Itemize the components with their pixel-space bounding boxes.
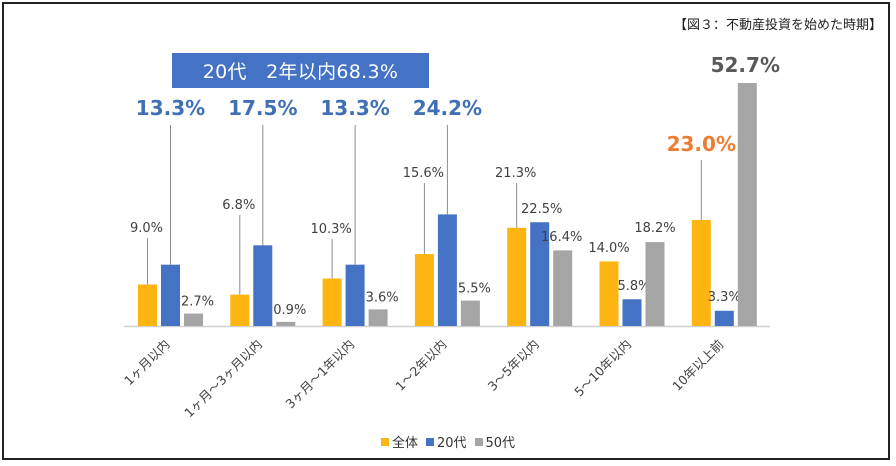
legend-item: 50代 <box>474 432 516 451</box>
bar-20s <box>345 264 365 326</box>
legend-swatch <box>425 437 434 446</box>
bar-all <box>230 294 250 326</box>
bar-20s <box>622 299 642 326</box>
bar-50s <box>368 309 388 326</box>
data-label: 5.5% <box>458 282 491 297</box>
bar-20s <box>161 264 180 326</box>
bar-50s <box>276 321 296 326</box>
legend-item: 20代 <box>425 432 467 451</box>
legend-swatch <box>474 437 483 446</box>
data-label: 24.2% <box>413 96 482 120</box>
category-label: 3〜5年以内 <box>485 337 542 394</box>
data-label: 0.9% <box>273 303 306 318</box>
legend-label: 50代 <box>485 436 516 451</box>
data-label: 15.6% <box>403 166 444 181</box>
category-label: 5〜10年以内 <box>571 337 634 400</box>
data-label: 52.7% <box>711 53 780 77</box>
legend-label: 20代 <box>436 436 467 451</box>
data-label: 3.3% <box>708 290 741 305</box>
bar-50s <box>645 242 665 326</box>
bar-all <box>599 261 619 326</box>
data-label: 10.3% <box>310 222 351 237</box>
data-label: 14.0% <box>588 241 629 256</box>
bar-20s <box>530 222 550 326</box>
data-label: 21.3% <box>495 166 536 181</box>
legend-item: 全体 <box>380 432 418 451</box>
bar-all <box>507 227 527 326</box>
bar-20s <box>437 214 457 326</box>
category-label: 1ヶ月〜3ヶ月以内 <box>181 337 265 421</box>
figure-caption: 【図３：不動産投資を始めた時期】 <box>673 18 882 33</box>
data-label: 2.7% <box>181 295 214 310</box>
highlight-banner: 20代 2年以内68.3% <box>172 53 429 88</box>
data-label: 22.5% <box>521 202 562 217</box>
data-label: 17.5% <box>228 96 297 120</box>
category-label: 1〜2年以内 <box>392 337 449 394</box>
data-label: 23.0% <box>667 132 736 156</box>
data-label: 5.8% <box>617 279 650 294</box>
legend: 全体 20代 50代 <box>0 432 896 451</box>
data-label: 3.6% <box>366 290 399 305</box>
bar-20s <box>253 245 273 326</box>
bar-50s <box>553 250 573 326</box>
category-label: 10年以上前 <box>669 337 726 394</box>
data-label: 13.3% <box>320 96 389 120</box>
bar-all <box>691 219 711 326</box>
bar-20s <box>714 310 734 326</box>
data-label: 6.8% <box>222 198 255 213</box>
chart-frame <box>2 2 890 460</box>
bar-50s <box>737 83 757 326</box>
data-label: 16.4% <box>541 230 582 245</box>
bar-50s <box>460 300 480 326</box>
bar-50s <box>184 313 203 326</box>
bar-all <box>414 254 434 326</box>
data-label: 18.2% <box>634 221 675 236</box>
data-label: 9.0% <box>130 221 163 236</box>
category-label: 3ヶ月〜1年以内 <box>282 337 357 412</box>
legend-label: 全体 <box>391 436 418 451</box>
data-label: 13.3% <box>136 96 205 120</box>
legend-swatch <box>380 437 389 446</box>
category-label: 1ヶ月以内 <box>121 337 173 389</box>
bar-all <box>322 278 342 326</box>
bar-all <box>138 284 157 326</box>
